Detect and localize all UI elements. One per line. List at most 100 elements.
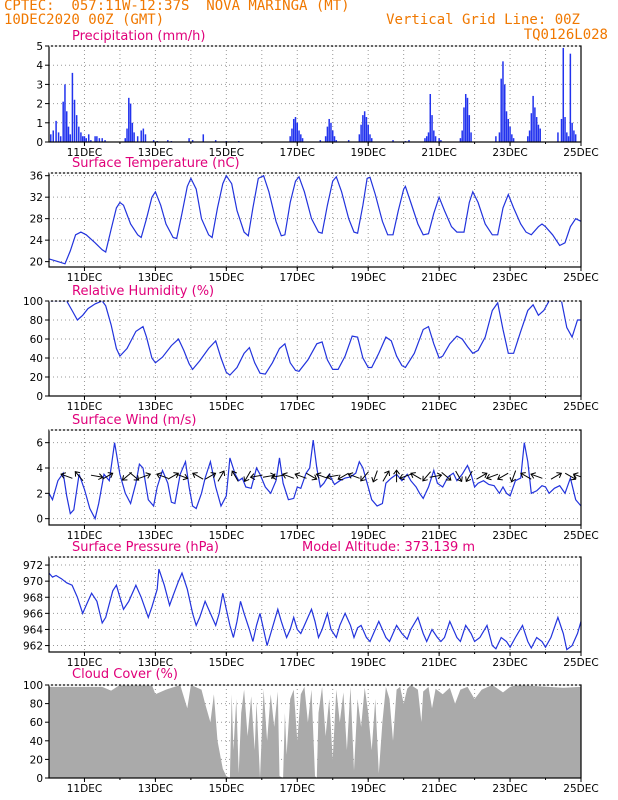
precip-bar bbox=[57, 132, 60, 142]
x-tick-label: 25DEC bbox=[563, 530, 598, 542]
wind-arrow bbox=[422, 471, 431, 482]
precip-bar bbox=[566, 132, 568, 142]
x-tick-label: 17DEC bbox=[280, 401, 315, 413]
precip-bar bbox=[512, 138, 515, 142]
wind-arrow-head bbox=[243, 476, 250, 483]
precip-bar bbox=[468, 115, 471, 142]
precip-bar bbox=[466, 97, 469, 142]
wind-arrow bbox=[129, 471, 140, 481]
precip-bar bbox=[152, 140, 155, 142]
wind-arrow-shaft bbox=[244, 470, 252, 482]
precip-bar bbox=[335, 140, 338, 142]
x-tick-label: 23DEC bbox=[492, 783, 527, 795]
meteogram-panels: 0 1 2 3 4 5 11DEC 13DEC 15DEC 17DEC 19DEC 21DEC 23DE… bbox=[23, 29, 599, 795]
precip-bar bbox=[463, 107, 465, 142]
wind-arrow-head bbox=[271, 473, 277, 480]
y-tick-label: 40 bbox=[30, 736, 43, 748]
wind-arrow bbox=[249, 473, 263, 480]
grid bbox=[49, 430, 581, 525]
cloud-area bbox=[49, 685, 581, 778]
precip-bar bbox=[495, 136, 497, 142]
wind-arrow-head bbox=[530, 472, 536, 479]
wind-arrow-head bbox=[485, 473, 492, 481]
precip-bar bbox=[470, 132, 472, 142]
x-tick-label: 23DEC bbox=[492, 657, 527, 669]
precip-bar bbox=[87, 134, 90, 142]
wind-arrow-shaft bbox=[250, 474, 263, 478]
wind-arrow bbox=[167, 472, 180, 480]
wind-arrow-head bbox=[121, 475, 128, 481]
y-tick-label: 20 bbox=[30, 372, 43, 384]
precip-bar bbox=[301, 138, 304, 142]
x-tick-label: 17DEC bbox=[280, 147, 315, 159]
panel-title: Precipitation (mm/h) bbox=[72, 29, 205, 44]
wind-arrow bbox=[217, 470, 226, 482]
y-tick-label: 6 bbox=[36, 438, 43, 450]
y-tick-label: 970 bbox=[23, 576, 43, 588]
wind-arrow-head bbox=[326, 473, 332, 480]
wind-arrow bbox=[156, 472, 169, 479]
wind-arrow bbox=[315, 472, 328, 479]
panel-title: Surface Wind (m/s) bbox=[72, 413, 196, 428]
precip-bar bbox=[502, 61, 504, 142]
wind-arrow-head bbox=[360, 475, 366, 482]
precip-bar bbox=[528, 130, 531, 142]
y-tick-label: 100 bbox=[23, 296, 43, 308]
precip-bar bbox=[532, 95, 534, 142]
x-tick-label: 15DEC bbox=[209, 147, 244, 159]
y-tick-label: 2 bbox=[36, 488, 43, 500]
precip-bar bbox=[429, 94, 432, 142]
wind-arrow-shaft bbox=[455, 470, 463, 482]
precip-bar bbox=[433, 130, 435, 142]
wind-arrow-head bbox=[456, 476, 463, 483]
precip-bar bbox=[214, 140, 217, 142]
precip-bar bbox=[124, 138, 127, 142]
precip-bar bbox=[369, 134, 371, 142]
wind-arrow bbox=[176, 473, 189, 481]
wind-arrow-head bbox=[509, 476, 517, 483]
precip-bar bbox=[347, 140, 350, 142]
wind-arrow-shaft bbox=[295, 473, 307, 479]
precip-bar bbox=[126, 128, 128, 142]
precip-bar bbox=[67, 126, 70, 142]
y-tick-label: 4 bbox=[36, 463, 43, 475]
y-tick-label: 962 bbox=[23, 641, 43, 653]
precip-bar bbox=[326, 126, 329, 142]
wind-arrow-head bbox=[315, 472, 322, 479]
wind-arrow bbox=[326, 473, 339, 480]
wind-arrow-shaft bbox=[465, 470, 473, 482]
precip-bar bbox=[425, 136, 428, 142]
wind-arrow bbox=[393, 469, 400, 483]
x-tick-label: 13DEC bbox=[138, 657, 173, 669]
precip-bar bbox=[298, 130, 300, 142]
header-grid-note: Vertical Grid Line: 00Z bbox=[386, 12, 580, 28]
wind-arrow-head bbox=[399, 473, 405, 481]
wind-arrow bbox=[243, 470, 252, 483]
precip-bar bbox=[424, 138, 426, 142]
wind-arrow bbox=[509, 470, 517, 483]
precip-bar bbox=[319, 140, 322, 142]
wind-arrow-shaft bbox=[316, 473, 328, 479]
wind-arrow bbox=[281, 472, 295, 479]
wind-arrow bbox=[550, 472, 563, 480]
wind-arrow bbox=[347, 472, 360, 479]
precip-bar bbox=[392, 140, 394, 142]
wind-arrow bbox=[271, 473, 284, 480]
precip-bar bbox=[140, 130, 142, 142]
x-tick-label: 15DEC bbox=[209, 657, 244, 669]
wind-arrow-shaft bbox=[326, 474, 339, 478]
precip-bar bbox=[571, 122, 573, 142]
precip-bar bbox=[539, 128, 541, 142]
precip-bar bbox=[167, 140, 169, 142]
wind-arrow-head bbox=[156, 472, 162, 479]
precip-bar bbox=[530, 113, 533, 142]
wind-arrow-shaft bbox=[372, 470, 378, 483]
x-tick-label: 11DEC bbox=[67, 272, 102, 284]
grid bbox=[49, 301, 581, 396]
wind-arrow-shaft bbox=[74, 471, 84, 482]
wind-arrow-head bbox=[422, 475, 428, 482]
precip-bar bbox=[52, 130, 55, 142]
y-tick-label: 3 bbox=[36, 79, 43, 91]
wind-arrow-shaft bbox=[337, 472, 349, 480]
